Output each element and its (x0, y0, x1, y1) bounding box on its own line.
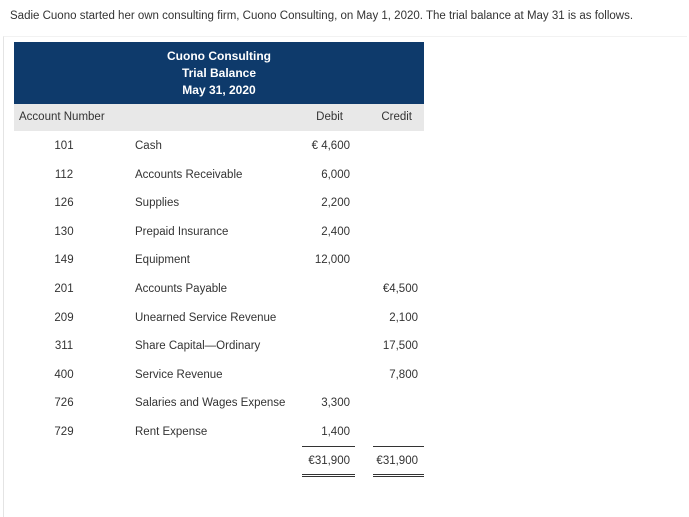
account-number: 400 (54, 368, 74, 381)
account-name: Accounts Receivable (135, 168, 243, 181)
debit-amount: € 4,600 (311, 140, 350, 152)
credit-amount: 2,100 (389, 311, 418, 324)
debit-amount: 6,000 (321, 168, 350, 181)
column-header-row (14, 104, 424, 131)
account-name: Service Revenue (135, 368, 223, 381)
credit-amount: 17,500 (382, 340, 418, 353)
account-number: 726 (54, 397, 74, 410)
column-header: Credit (381, 111, 412, 123)
account-number: 149 (54, 254, 74, 267)
total-credit: €31,900 (376, 454, 418, 467)
total-rule (373, 446, 424, 447)
debit-amount: 3,300 (321, 397, 350, 410)
account-number: 130 (54, 225, 74, 238)
credit-amount: 7,800 (389, 368, 418, 381)
total-debit: €31,900 (308, 454, 350, 467)
account-name: Prepaid Insurance (135, 225, 229, 238)
column-header: Account Number (19, 111, 105, 123)
account-number: 201 (54, 283, 74, 295)
table-header: Cuono Consulting Trial Balance May 31, 2… (14, 42, 424, 104)
debit-amount: 2,200 (321, 197, 350, 210)
debit-amount: 12,000 (314, 254, 350, 267)
account-name: Unearned Service Revenue (135, 311, 277, 324)
account-name: Supplies (135, 197, 180, 210)
account-name: Rent Expense (135, 426, 208, 438)
account-number: 101 (54, 140, 74, 152)
statement-date: May 31, 2020 (182, 83, 256, 97)
column-header: Debit (316, 111, 343, 123)
total-rule (302, 446, 355, 447)
content-frame (3, 36, 687, 517)
account-number: 729 (54, 426, 74, 438)
statement-name: Trial Balance (181, 66, 257, 80)
account-number: 112 (54, 168, 74, 181)
debit-amount: 1,400 (321, 426, 350, 438)
account-name: Accounts Payable (135, 283, 228, 295)
credit-amount: €4,500 (382, 283, 418, 295)
account-number: 126 (54, 197, 74, 210)
intro-text: Sadie Cuono started her own consulting f… (10, 10, 634, 22)
debit-amount: 2,400 (321, 225, 350, 238)
account-name: Share Capital—Ordinary (135, 340, 261, 353)
account-number: 311 (54, 340, 74, 353)
account-name: Equipment (135, 254, 190, 267)
account-name: Salaries and Wages Expense (135, 397, 286, 410)
account-number: 209 (54, 311, 74, 324)
account-name: Cash (135, 140, 162, 152)
double-rule (302, 474, 355, 477)
double-rule (373, 474, 424, 477)
company-name: Cuono Consulting (167, 49, 271, 63)
